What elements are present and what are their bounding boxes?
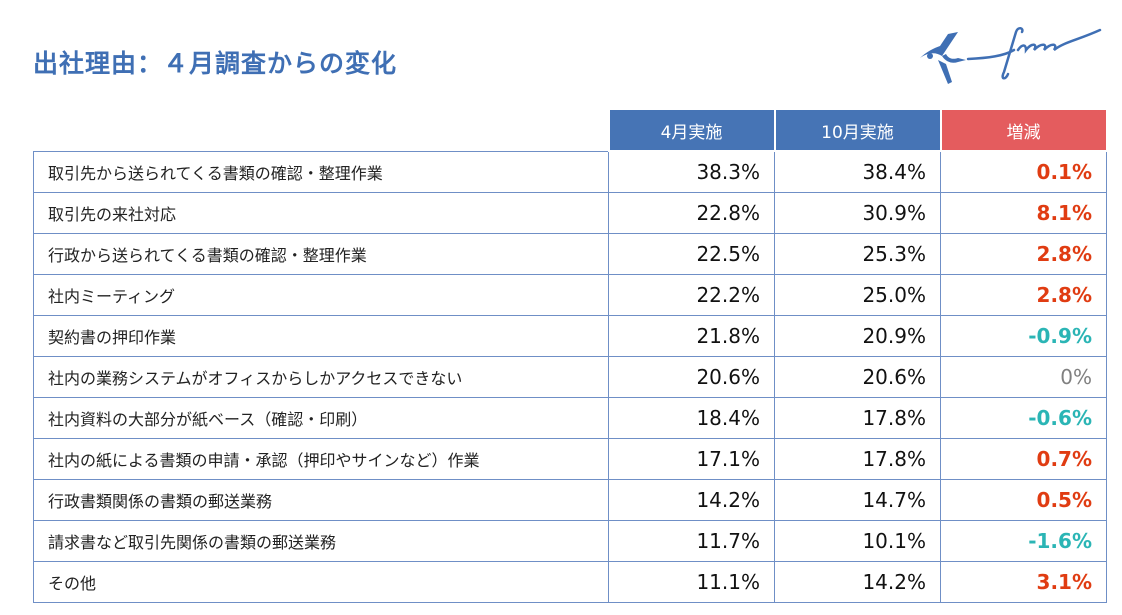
table-row: 社内の業務システムがオフィスからしかアクセスできない 20.6% 20.6% 0% [33,356,1107,398]
header-october: 10月実施 [773,108,942,152]
row-label: 社内ミーティング [33,274,609,316]
row-label: 社内の紙による書類の申請・承認（押印やサインなど）作業 [33,438,609,480]
october-value: 17.8% [774,438,941,480]
row-label: 取引先の来社対応 [33,192,609,234]
change-value: 2.8% [940,233,1107,275]
row-label: 取引先から送られてくる書類の確認・整理作業 [33,150,609,193]
october-value: 17.8% [774,397,941,439]
table-row: 行政書類関係の書類の郵送業務 14.2% 14.7% 0.5% [33,479,1107,521]
change-value: -1.6% [940,520,1107,562]
row-label: 請求書など取引先関係の書類の郵送業務 [33,520,609,562]
change-value: -0.9% [940,315,1107,357]
october-value: 25.0% [774,274,941,316]
header-april: 4月実施 [607,108,776,152]
october-value: 10.1% [774,520,941,562]
table-row: 契約書の押印作業 21.8% 20.9% -0.9% [33,315,1107,357]
change-value: 3.1% [940,561,1107,603]
april-value: 38.3% [608,150,775,193]
april-value: 11.7% [608,520,775,562]
october-value: 38.4% [774,150,941,193]
change-value: 0.7% [940,438,1107,480]
row-label: 行政から送られてくる書類の確認・整理作業 [33,233,609,275]
table-header-row: 4月実施 10月実施 増減 [33,108,1108,152]
april-value: 18.4% [608,397,775,439]
freee-logo [920,27,1102,84]
april-value: 22.5% [608,233,775,275]
row-label: 行政書類関係の書類の郵送業務 [33,479,609,521]
october-value: 20.6% [774,356,941,398]
change-value: 0% [940,356,1107,398]
april-value: 20.6% [608,356,775,398]
row-label: その他 [33,561,609,603]
row-label: 社内の業務システムがオフィスからしかアクセスできない [33,356,609,398]
row-label: 社内資料の大部分が紙ベース（確認・印刷） [33,397,609,439]
change-value: -0.6% [940,397,1107,439]
comparison-table: 4月実施 10月実施 増減 取引先から送られてくる書類の確認・整理作業 38.3%… [33,108,1108,603]
october-value: 14.2% [774,561,941,603]
header-blank [33,109,609,151]
october-value: 25.3% [774,233,941,275]
header-change: 増減 [939,108,1108,152]
change-value: 8.1% [940,192,1107,234]
table-row: 行政から送られてくる書類の確認・整理作業 22.5% 25.3% 2.8% [33,233,1107,275]
october-value: 30.9% [774,192,941,234]
change-value: 0.5% [940,479,1107,521]
april-value: 21.8% [608,315,775,357]
table-row: 社内ミーティング 22.2% 25.0% 2.8% [33,274,1107,316]
change-value: 0.1% [940,150,1107,193]
april-value: 22.8% [608,192,775,234]
april-value: 22.2% [608,274,775,316]
page-title: 出社理由：４月調査からの変化 [33,49,398,78]
table-row: 社内資料の大部分が紙ベース（確認・印刷） 18.4% 17.8% -0.6% [33,397,1107,439]
table-row: その他 11.1% 14.2% 3.1% [33,561,1107,603]
april-value: 14.2% [608,479,775,521]
october-value: 14.7% [774,479,941,521]
october-value: 20.9% [774,315,941,357]
table-row: 社内の紙による書類の申請・承認（押印やサインなど）作業 17.1% 17.8% 0.7… [33,438,1107,480]
row-label: 契約書の押印作業 [33,315,609,357]
change-value: 2.8% [940,274,1107,316]
table-row: 請求書など取引先関係の書類の郵送業務 11.7% 10.1% -1.6% [33,520,1107,562]
table-row: 取引先から送られてくる書類の確認・整理作業 38.3% 38.4% 0.1% [33,150,1107,193]
april-value: 17.1% [608,438,775,480]
april-value: 11.1% [608,561,775,603]
table-row: 取引先の来社対応 22.8% 30.9% 8.1% [33,192,1107,234]
